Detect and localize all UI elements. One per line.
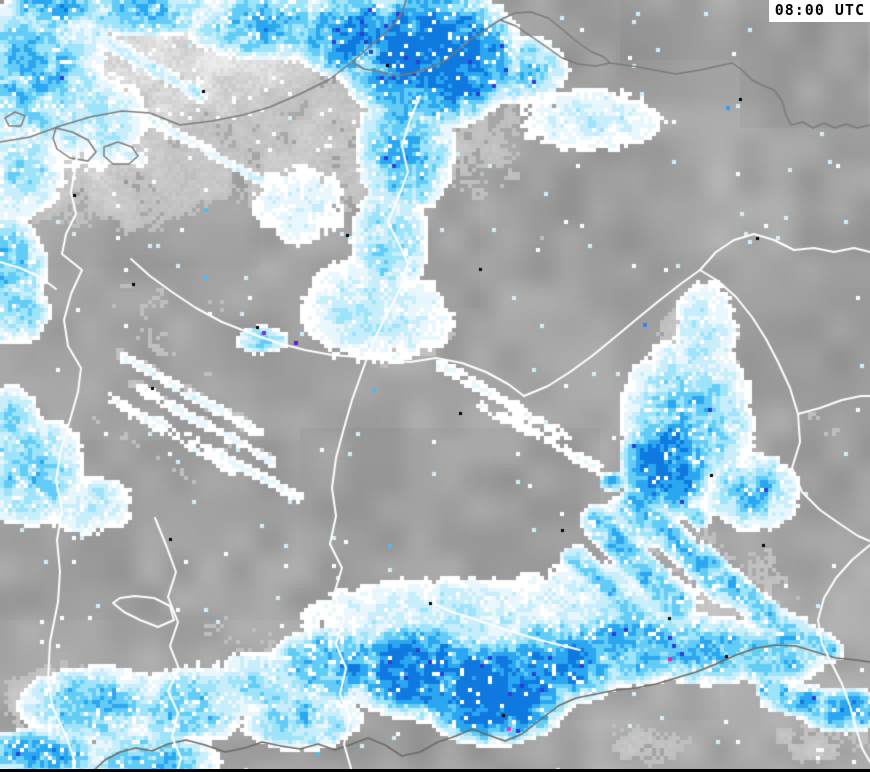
timestamp-badge: 08:00 UTC bbox=[768, 0, 870, 22]
bottom-frame-bar bbox=[0, 769, 870, 772]
